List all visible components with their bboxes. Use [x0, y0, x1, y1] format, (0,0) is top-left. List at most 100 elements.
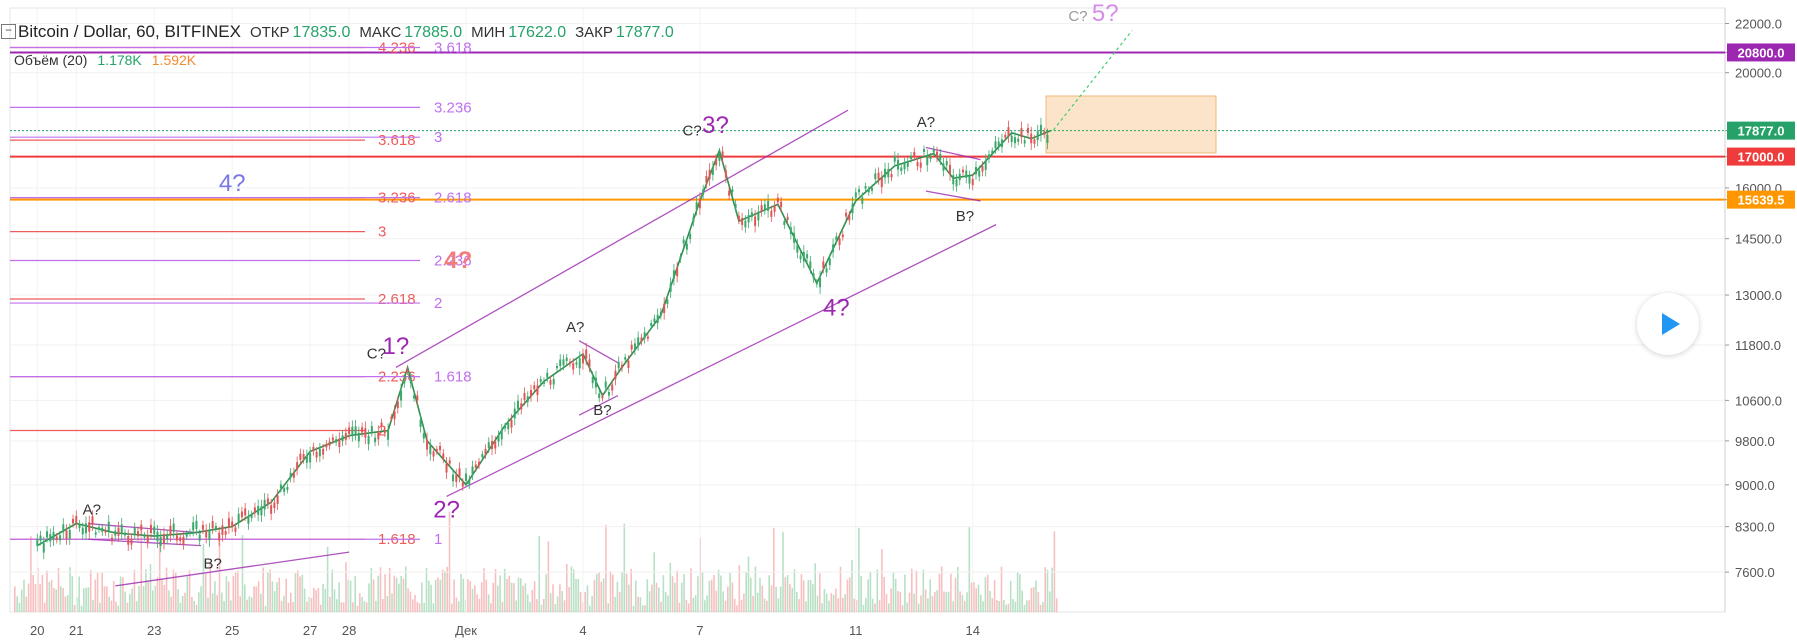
candle-body [471, 466, 474, 475]
volume-bar [950, 573, 952, 612]
collapse-legend-icon[interactable]: − [1, 24, 16, 39]
candle-body [286, 486, 289, 490]
candle-body [318, 448, 321, 457]
candle-body [292, 472, 295, 478]
volume-bar [64, 596, 67, 612]
volume-bar [793, 569, 796, 612]
volume-bar [191, 597, 193, 612]
volume-bar [218, 534, 221, 612]
candle-body [149, 524, 152, 533]
volume-bar [1032, 587, 1035, 612]
candle-body [633, 343, 636, 350]
volume-bar [954, 577, 957, 612]
candle-body [510, 419, 513, 428]
volume-bar [170, 596, 172, 612]
volume-bar [586, 585, 589, 612]
symbol-header: Bitcoin / Dollar, 60, BITFINEX ОТКР 1783… [18, 22, 674, 42]
candle-body [845, 212, 848, 217]
volume-bar [876, 569, 879, 612]
candle-body [568, 361, 571, 365]
volume-bar [329, 596, 331, 612]
candle-body [205, 529, 208, 538]
candle-body [442, 453, 445, 459]
volume-bar [835, 588, 837, 612]
candle-body [828, 258, 831, 265]
volume-bar [262, 567, 264, 612]
candle-body [227, 518, 230, 528]
candle-body [724, 170, 727, 178]
candle-body [224, 531, 227, 535]
volume-bar [733, 598, 736, 612]
candle-body [913, 151, 916, 157]
candle-body [140, 524, 143, 530]
candle-body [127, 535, 130, 545]
volume-bar [648, 591, 651, 612]
candle-body [974, 167, 977, 175]
volume-bar [62, 587, 64, 612]
volume-bar [993, 580, 996, 612]
candle-body [669, 283, 672, 292]
candle-body [328, 441, 331, 446]
candle-body [942, 163, 945, 171]
volume-bar [1028, 600, 1030, 612]
volume-bar [904, 574, 906, 612]
volume-bar [439, 579, 442, 612]
volume-bar [736, 605, 738, 612]
volume-bar [561, 591, 563, 612]
volume-bar [727, 586, 729, 612]
volume-bar [492, 582, 494, 612]
candle-body [185, 533, 188, 537]
candle-body [253, 507, 256, 513]
volume-bar [336, 599, 338, 612]
candle-body [890, 173, 893, 178]
volume-bar [973, 582, 975, 612]
volume-bar [927, 598, 929, 612]
candle-body [370, 426, 373, 432]
volume-bar [805, 601, 807, 612]
wave-label-10: A? [917, 114, 935, 131]
volume-bar [370, 568, 373, 612]
volume-bar [1007, 603, 1010, 612]
volume-bar [361, 596, 363, 612]
candle-body [123, 532, 126, 536]
volume-bar [701, 571, 704, 612]
candle-body [819, 277, 822, 288]
volume-bar [292, 601, 294, 612]
candle-body [932, 149, 935, 153]
volume-bar [540, 604, 543, 612]
fib-purple-label-6: 2 [434, 295, 442, 312]
candle-body [760, 205, 763, 212]
volume-bar [1051, 567, 1053, 612]
volume-bar [375, 600, 377, 612]
candle-body [452, 474, 455, 482]
volume-bar [791, 587, 793, 612]
volume-bar [69, 567, 71, 612]
candle-body [754, 216, 757, 226]
volume-bar [591, 596, 593, 612]
candle-body [770, 210, 773, 217]
candle-body [627, 360, 630, 368]
candle-body [965, 170, 968, 178]
volume-bar [372, 579, 375, 612]
candle-body [718, 153, 721, 161]
volume-bar [713, 575, 715, 612]
volume-bar [754, 566, 757, 612]
wave-label-5: A? [566, 319, 584, 336]
volume-bar [630, 568, 632, 612]
target-zone-box [1045, 95, 1217, 154]
volume-bar [195, 604, 198, 612]
x-tick-label-11: 28 [342, 623, 356, 638]
wave-label-7: C? [683, 123, 702, 140]
candle-body [85, 523, 88, 534]
y-tick-label-16: 7600.0 [1735, 565, 1775, 580]
volume-bar [883, 576, 885, 612]
volume-bar [575, 579, 577, 612]
volume-bar [214, 581, 216, 612]
play-button[interactable] [1637, 293, 1699, 355]
volume-bar [119, 576, 122, 612]
volume-bar [126, 602, 129, 612]
candle-body [322, 448, 325, 455]
candle-body [640, 337, 643, 342]
volume-bar [138, 586, 140, 612]
